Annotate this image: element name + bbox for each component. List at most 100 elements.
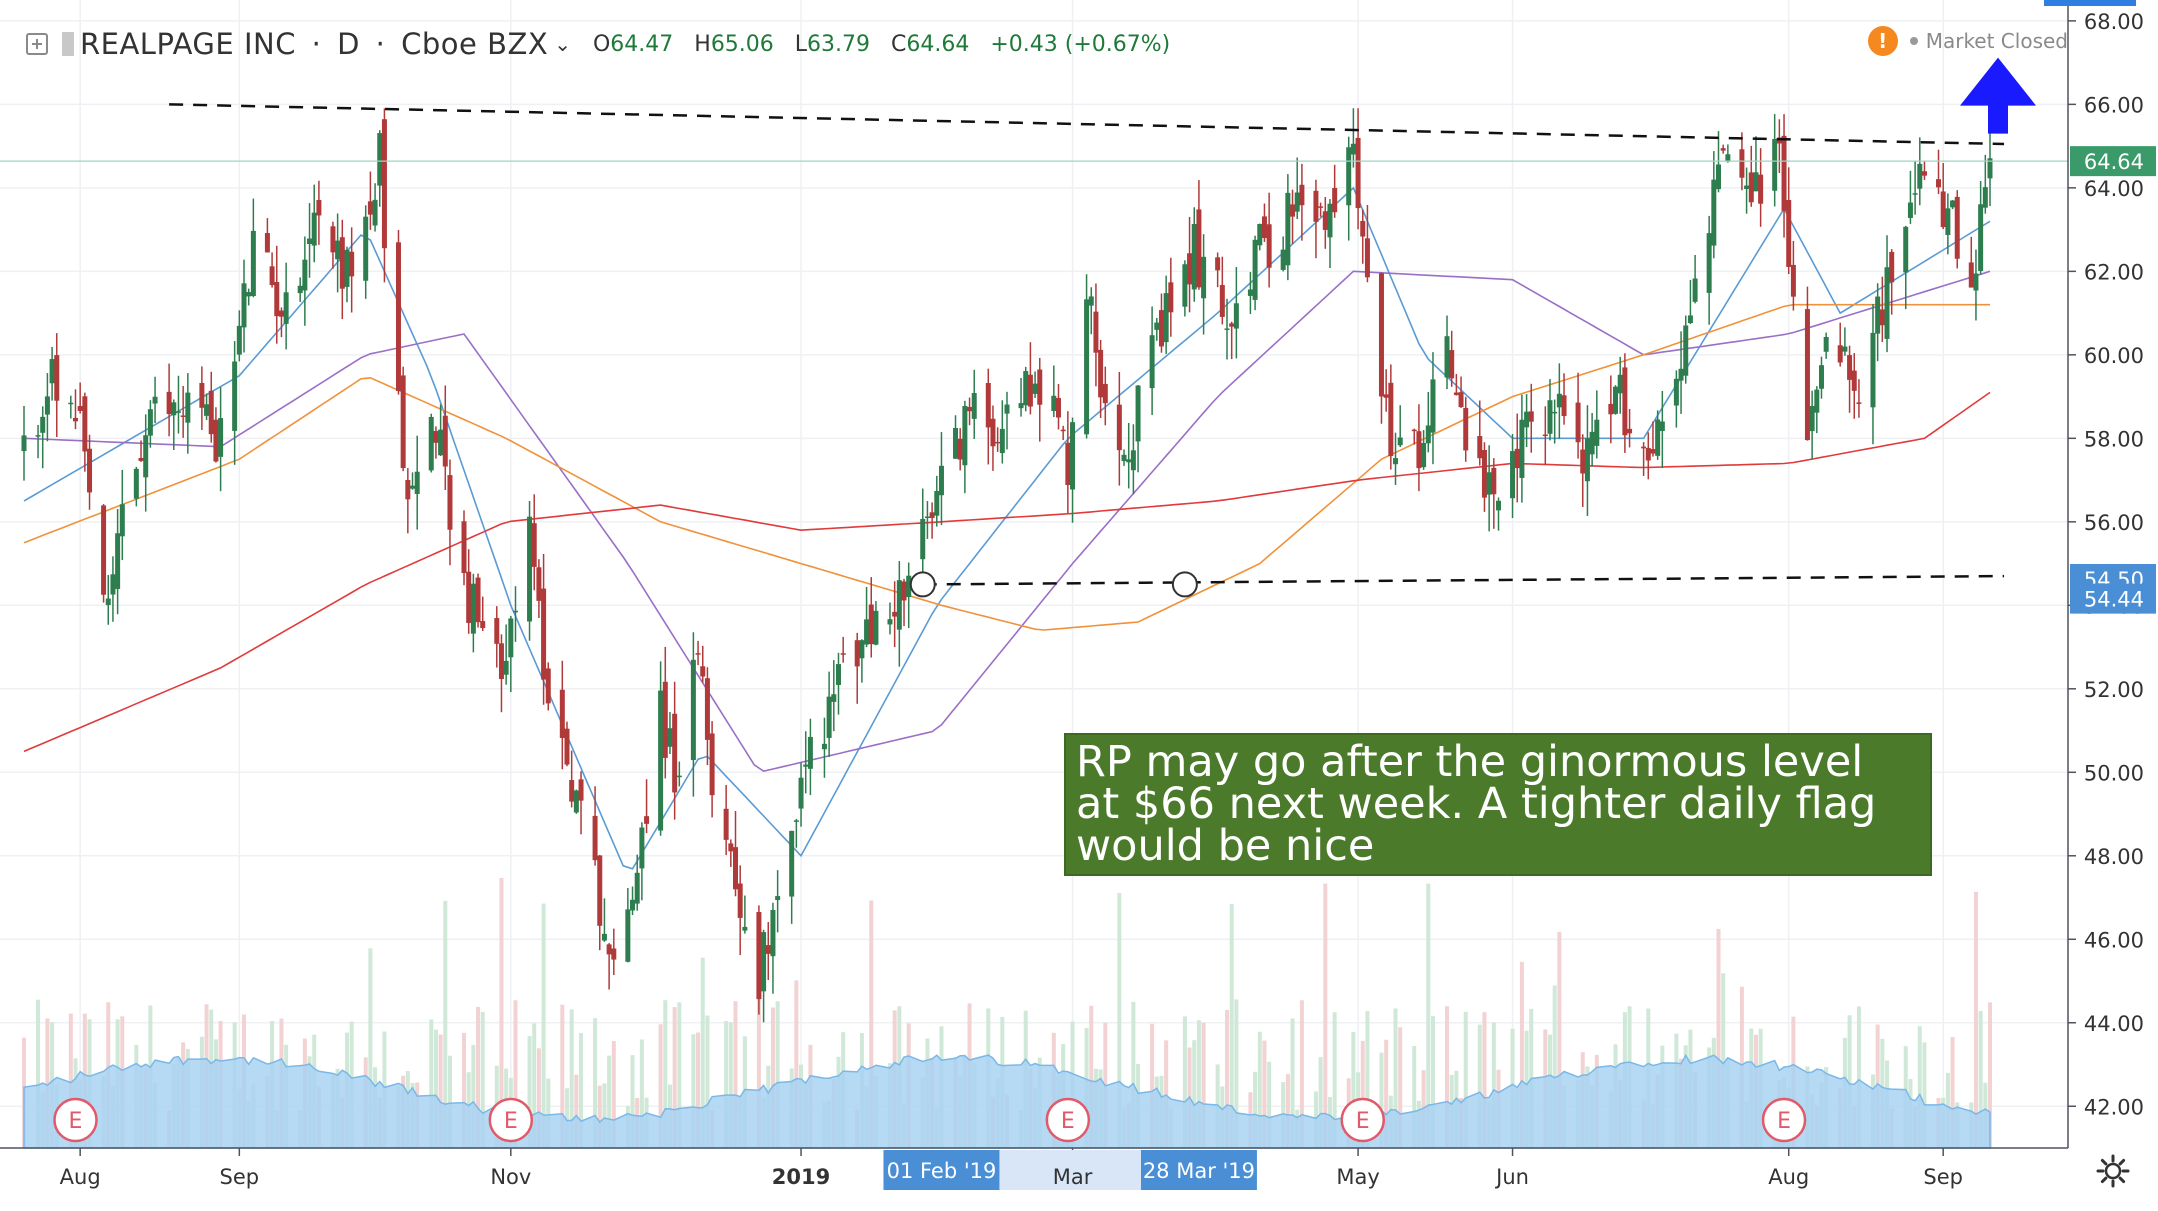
candle-body [208,390,214,435]
settings-gear-icon[interactable] [2096,1154,2130,1188]
candle-body [733,847,739,890]
y-tick-label: 60.00 [2084,344,2144,368]
candle-body [1982,187,1988,208]
flag-icon[interactable] [62,32,74,56]
interval[interactable]: D [337,27,360,61]
candle-body [1257,223,1263,246]
compare-plus-icon[interactable] [26,33,48,55]
candle-body [1397,437,1403,446]
candle-body [1486,472,1492,495]
candle-body [770,909,776,957]
candle-body [1954,196,1960,259]
earnings-marker-label: E [1356,1109,1370,1134]
volume-bar [1150,1023,1155,1148]
volume-bar [639,1039,644,1148]
candle-body [531,523,537,567]
candle-body [1692,278,1698,302]
volume-bar [1262,1040,1267,1148]
candle-body [264,233,270,253]
candle-body [967,406,973,412]
exchange[interactable]: Cboe BZX [401,27,549,61]
marker-circle [1171,571,1198,598]
candle-body [508,618,514,658]
candle-body [166,391,172,415]
candle-body [204,404,210,416]
volume-bar [462,1032,467,1148]
last-price-label-box [2070,146,2156,177]
volume-bar [1365,1011,1370,1148]
candle-body [447,475,453,530]
candle-body [1327,203,1333,238]
symbol-name[interactable]: REALPAGE INC [80,27,296,61]
candle-body [480,621,486,629]
candle-body [438,429,444,456]
candle-body [873,610,879,645]
candle-body [896,580,902,630]
candle-body [147,409,153,436]
earnings-marker-label: E [1061,1109,1075,1134]
candle-body [569,780,575,802]
y-tick-label: 44.00 [2084,1012,2144,1036]
candle-body [527,516,533,622]
volume-average-area [23,1053,1991,1149]
y-tick-label: 46.00 [2084,928,2144,952]
candle-body [1678,368,1684,381]
candle-body [1804,309,1810,441]
candle-body [793,820,799,822]
volume-bar [1290,1018,1295,1148]
candle-body [662,681,668,758]
candle-body [901,581,907,601]
candle-body [798,777,804,809]
level-b-label: 54.44 [2084,588,2144,612]
candle-body [1510,451,1516,499]
candle-body [498,643,504,680]
candle-body [672,713,678,793]
warning-icon[interactable]: ! [1867,26,1898,56]
candle-body [250,230,256,297]
volume-bar [1482,1012,1487,1148]
earnings-marker-icon [1761,1097,1807,1143]
candle-body [1552,411,1558,414]
top-edge-tab[interactable] [2044,0,2136,6]
volume-bar [1323,883,1328,1148]
earnings-marker-icon [488,1097,534,1143]
candle-body [1716,164,1722,190]
volume-bar [1716,928,1721,1148]
x-highlight-label: 01 Feb '19 [887,1159,997,1183]
candle-body [1987,158,1993,179]
candle-body [405,479,411,500]
candle-body [1856,402,1862,404]
volume-bar [1430,1016,1435,1148]
volume-bar [438,1034,443,1148]
volume-bar [1253,1071,1258,1148]
candle-body [1477,436,1483,459]
volume-bar [536,1048,541,1148]
earnings-marker-label: E [504,1109,518,1134]
candle-body [77,406,83,411]
candle-body [278,310,284,317]
candle-body [367,201,373,215]
volume-bar [700,957,705,1148]
candle-body [1449,350,1455,379]
candle-body [1945,208,1951,235]
candle-body [1491,467,1497,495]
status-dot-icon [1909,37,1918,45]
trendline-support [922,574,2005,586]
candle-body [1575,402,1581,443]
trendline-resistance [169,103,2005,146]
chevron-down-icon[interactable]: ⌄ [554,32,571,56]
candle-body [1936,179,1942,188]
earnings-marker-icon [1340,1097,1386,1143]
y-tick-label: 56.00 [2084,511,2144,535]
candle-body [597,855,603,926]
candle-body [344,249,350,287]
volume-bar [1445,1006,1450,1148]
volume-bar [794,980,799,1148]
candle-body [1978,204,1984,271]
close-label: C [891,31,907,57]
volume-bar [429,1019,434,1148]
annotation-note[interactable]: RP may go after the ginormous level at $… [1064,733,1932,876]
